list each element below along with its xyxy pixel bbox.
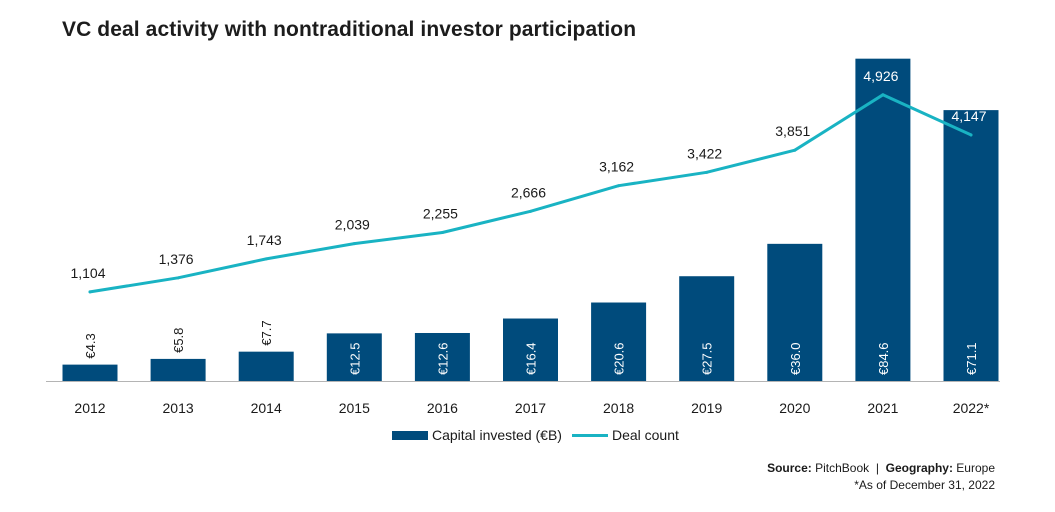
deal-count-label-2019: 3,422 [687,145,722,161]
legend-item-deals: Deal count [571,427,679,443]
legend-label-deals: Deal count [611,427,679,443]
bar-value-label-2012: €4.3 [83,333,98,358]
deal-count-point-2022* [969,133,973,137]
geography-value: Europe [956,461,995,475]
footnote: *As of December 31, 2022 [854,478,995,492]
deal-count-label-2014: 1,743 [247,232,282,248]
bar-value-label-2022*: €71.1 [964,342,979,375]
x-tick-label-2022*: 2022* [953,400,990,416]
deal-count-label-2013: 1,376 [159,251,194,267]
x-tick-label-2012: 2012 [74,400,105,416]
bar-2017 [503,318,558,381]
legend-swatch-bar [392,430,428,440]
bar-value-label-2021: €84.6 [876,342,891,375]
source-label: Source: [767,461,812,475]
deal-count-label-2021: 4,926 [863,68,898,84]
bar-value-label-2014: €7.7 [259,320,274,345]
bar-2012 [62,364,118,381]
legend-label-capital: Capital invested (€B) [432,427,562,443]
deal-count-label-2016: 2,255 [423,206,458,222]
bar-value-label-2015: €12.5 [347,342,362,375]
deal-count-label-2020: 3,851 [775,123,810,139]
bar-2019 [679,276,735,381]
bar-value-label-2020: €36.0 [788,342,803,375]
x-tick-label-2014: 2014 [251,400,282,416]
x-tick-label-2018: 2018 [603,400,634,416]
x-tick-label-2019: 2019 [691,400,722,416]
x-tick-label-2020: 2020 [779,400,810,416]
bar-value-label-2013: €5.8 [171,328,186,353]
bar-2016 [414,332,470,381]
deal-count-label-2012: 1,104 [70,265,105,281]
x-tick-label-2021: 2021 [867,400,898,416]
deal-count-point-2014 [264,257,268,261]
deal-count-point-2019 [705,170,709,174]
deal-count-label-2015: 2,039 [335,217,370,233]
legend: Capital invested (€B) Deal count [392,427,689,443]
bar-value-label-2017: €16.4 [524,342,539,375]
bar-value-label-2016: €12.6 [435,342,450,375]
source-note: Source: PitchBook | Geography: Europe *A… [767,460,995,494]
deal-count-point-2020 [793,148,797,152]
source-line: Source: PitchBook | Geography: Europe [767,460,995,477]
deal-count-point-2021 [881,93,885,97]
x-tick-label-2016: 2016 [427,400,458,416]
deal-count-point-2013 [176,276,180,280]
bar-2022* [943,110,999,381]
x-tick-label-2015: 2015 [339,400,370,416]
bar-2013 [150,358,206,381]
deal-count-label-2022*: 4,147 [951,108,986,124]
x-tick-label-2013: 2013 [163,400,194,416]
x-tick-label-2017: 2017 [515,400,546,416]
deal-count-point-2012 [88,290,92,294]
deal-count-point-2015 [352,242,356,246]
bar-2021 [855,58,911,381]
bar-value-label-2018: €20.6 [612,342,627,375]
bar-value-label-2019: €27.5 [700,342,715,375]
legend-item-capital: Capital invested (€B) [392,427,562,443]
deal-count-point-2017 [529,209,532,213]
bar-2015 [326,333,382,381]
deal-count-point-2018 [617,184,621,188]
bar-2020 [767,243,823,381]
bar-2018 [591,302,647,381]
legend-swatch-line [571,433,608,437]
deal-count-point-2016 [440,231,444,235]
bar-2014 [238,351,294,381]
geography-label: Geography: [885,461,953,475]
deal-count-label-2018: 3,162 [599,159,634,175]
source-value: PitchBook [815,461,870,475]
deal-count-label-2017: 2,666 [511,184,546,200]
chart-title: VC deal activity with nontraditional inv… [62,18,637,41]
source-separator: | [875,461,879,475]
